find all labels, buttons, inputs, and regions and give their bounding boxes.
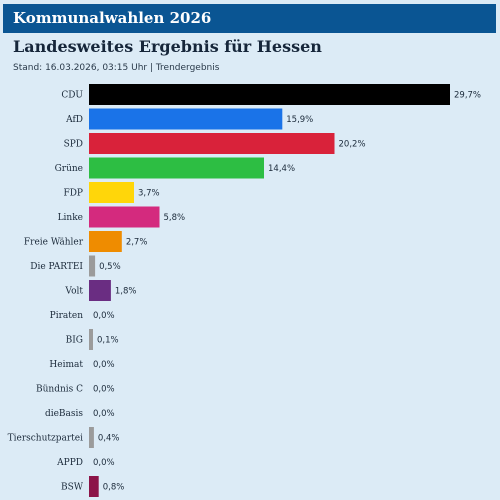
category-label-die-partei: Die PARTEI	[30, 262, 83, 272]
value-label-bsw: 0,8%	[103, 483, 125, 493]
category-label-heimat: Heimat	[49, 360, 83, 370]
status-timestamp: Stand: 16.03.2026, 03:15 Uhr | Trenderge…	[13, 63, 220, 73]
value-label-volt: 1,8%	[115, 287, 137, 297]
app-title: Kommunalwahlen 2026	[13, 9, 212, 27]
category-label-spd: SPD	[64, 140, 83, 150]
value-label-tierschutzpartei: 0,4%	[98, 434, 120, 444]
bar-volt[interactable]	[89, 280, 111, 301]
value-label-big: 0,1%	[97, 336, 119, 346]
value-label-die-partei: 0,5%	[99, 262, 121, 272]
value-label-piraten: 0,0%	[93, 311, 115, 321]
bar-grüne[interactable]	[89, 157, 264, 179]
category-label-diebasis: dieBasis	[45, 409, 83, 419]
category-label-grüne: Grüne	[55, 164, 83, 174]
value-label-diebasis: 0,0%	[93, 409, 115, 419]
category-label-appd: APPD	[56, 458, 83, 468]
category-label-afd: AfD	[65, 115, 83, 125]
category-label-tierschutzpartei: Tierschutzpartei	[8, 434, 83, 444]
bar-big[interactable]	[89, 329, 93, 350]
value-label-afd: 15,9%	[286, 115, 313, 125]
page-title: Landesweites Ergebnis für Hessen	[13, 37, 322, 56]
value-label-heimat: 0,0%	[93, 360, 115, 370]
value-label-linke: 5,8%	[163, 213, 185, 223]
bar-spd[interactable]	[89, 133, 335, 154]
bar-freie-wähler[interactable]	[89, 231, 122, 252]
bar-cdu[interactable]	[89, 84, 450, 105]
category-label-bündnis-c: Bündnis C	[36, 385, 83, 395]
bar-linke[interactable]	[89, 206, 160, 228]
bar-bsw[interactable]	[89, 476, 99, 497]
category-label-cdu: CDU	[61, 91, 83, 101]
value-label-appd: 0,0%	[93, 458, 115, 468]
category-label-linke: Linke	[58, 213, 83, 223]
category-label-bsw: BSW	[61, 483, 84, 493]
value-label-spd: 20,2%	[339, 140, 366, 150]
bar-afd[interactable]	[89, 108, 283, 130]
category-label-freie-wähler: Freie Wähler	[24, 238, 84, 248]
value-label-fdp: 3,7%	[138, 189, 160, 199]
category-label-volt: Volt	[64, 287, 83, 297]
bar-die-partei[interactable]	[89, 255, 96, 277]
value-label-grüne: 14,4%	[268, 164, 295, 174]
value-label-cdu: 29,7%	[454, 91, 481, 101]
value-label-freie-wähler: 2,7%	[126, 238, 148, 248]
bar-fdp[interactable]	[89, 182, 134, 203]
value-label-bündnis-c: 0,0%	[93, 385, 115, 395]
bar-tierschutzpartei[interactable]	[89, 427, 94, 448]
category-label-piraten: Piraten	[50, 311, 84, 321]
category-label-fdp: FDP	[63, 189, 83, 199]
category-label-big: BIG	[66, 336, 83, 346]
app-header-bar: Kommunalwahlen 2026	[3, 4, 496, 33]
